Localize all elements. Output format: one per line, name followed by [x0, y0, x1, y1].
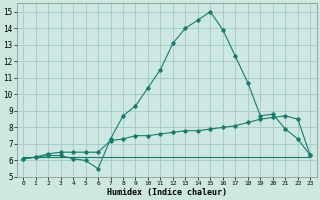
X-axis label: Humidex (Indice chaleur): Humidex (Indice chaleur): [107, 188, 227, 197]
